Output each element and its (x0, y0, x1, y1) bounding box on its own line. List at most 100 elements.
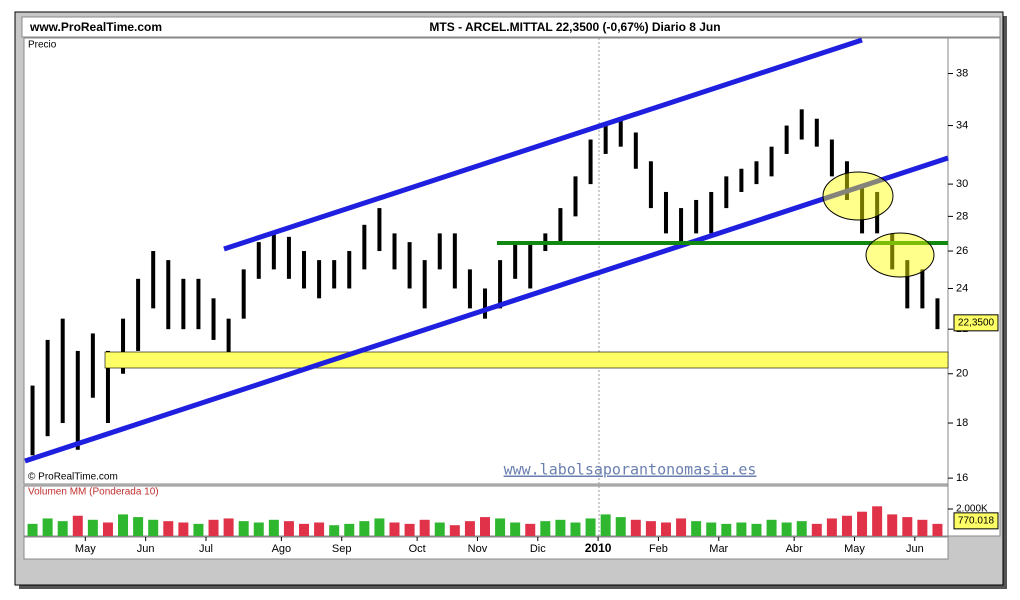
volume-bar (374, 518, 385, 536)
volume-bar (314, 522, 325, 536)
x-tick-label: Sep (332, 543, 352, 555)
volume-bar (419, 519, 430, 536)
y-tick-label: 24 (956, 282, 968, 294)
volume-label: Volumen MM (Ponderada 10) (28, 487, 159, 498)
volume-bar (781, 522, 792, 536)
price-bar (679, 208, 684, 243)
volume-bar (87, 519, 98, 536)
volume-bar (102, 522, 113, 536)
x-tick-label: Jul (199, 543, 213, 555)
price-bar (573, 176, 578, 217)
volume-bar (238, 521, 249, 536)
y-tick-label: 16 (956, 472, 968, 484)
x-tick-label: Abr (786, 543, 803, 555)
support-zone (104, 351, 949, 369)
volume-bar (887, 514, 898, 536)
volume-bar (540, 521, 551, 536)
price-bar (271, 233, 276, 270)
price-bar (724, 176, 729, 209)
price-bar (754, 161, 759, 185)
price-bar (814, 118, 819, 147)
volume-bar (841, 515, 852, 536)
price-bar (498, 260, 503, 309)
y-tick-label: 30 (956, 178, 968, 190)
volume-bar (253, 522, 264, 536)
price-bar (181, 278, 186, 330)
price-bar (769, 146, 774, 177)
y-tick-label: 28 (956, 210, 968, 222)
volume-bar (344, 523, 355, 536)
y-tick-label: 38 (956, 67, 968, 79)
volume-bar (917, 519, 928, 536)
y-tick-label: 34 (956, 119, 968, 131)
copyright: © ProRealTime.com (28, 472, 118, 483)
price-bar (332, 260, 337, 289)
volume-bar (42, 518, 53, 536)
volume-bar (600, 514, 611, 536)
price-bar (663, 191, 668, 234)
site-name: www.ProRealTime.com (29, 20, 162, 34)
x-tick-label: 2010 (585, 541, 612, 555)
price-bar (588, 139, 593, 185)
highlight (865, 232, 935, 278)
price-bar (422, 260, 427, 309)
volume-bar (449, 525, 460, 536)
volume-bar (525, 523, 536, 536)
volume-bar (133, 517, 144, 536)
price-bar (935, 298, 940, 330)
price-bar (452, 233, 457, 289)
price-bar (90, 333, 95, 398)
volume-bar (736, 522, 747, 536)
price-bar (317, 260, 322, 299)
volume-bar (857, 511, 868, 536)
price-bar (196, 278, 201, 330)
price-bar (799, 109, 804, 140)
price-bar (618, 118, 623, 147)
y-tick-label: 20 (956, 368, 968, 380)
volume-bar (193, 523, 204, 536)
price-bar (166, 260, 171, 330)
volume-bar (329, 525, 340, 536)
price-bar (151, 251, 156, 309)
volume-bar (510, 522, 521, 536)
highlight (822, 171, 894, 221)
volume-bar (359, 521, 370, 536)
x-tick-label: Feb (649, 543, 668, 555)
volume-bar (118, 514, 129, 536)
volume-bar (72, 515, 83, 536)
x-tick-label: Jun (137, 543, 155, 555)
volume-bar (796, 521, 807, 536)
price-bar (362, 224, 367, 270)
y-tick-label: 18 (956, 417, 968, 429)
price-bar (694, 199, 699, 234)
price-bar (392, 233, 397, 270)
price-bar (286, 236, 291, 279)
volume-bar (27, 523, 38, 536)
volume-bar (751, 523, 762, 536)
price-bar (75, 350, 80, 450)
price-bar (890, 233, 895, 270)
volume-bar (645, 521, 656, 536)
price-bar (241, 269, 246, 319)
x-tick-label: Mar (709, 543, 728, 555)
volume-bar (570, 522, 581, 536)
header-bar (21, 16, 1001, 38)
price-bar (256, 242, 261, 279)
volume-bar (691, 521, 702, 536)
price-bar (829, 139, 834, 177)
price-bar (437, 233, 442, 270)
volume-bar (902, 517, 913, 536)
marks: 161820222426283034382.000KMayJunJulAgoSe… (27, 67, 999, 555)
x-tick-label: May (844, 543, 865, 555)
y-tick-label: 26 (956, 245, 968, 257)
volume-bar (223, 518, 234, 536)
channel-lower (24, 155, 949, 464)
volume-bar (148, 519, 159, 536)
volume-bar (932, 523, 943, 536)
volume-tick-label: 2.000K (956, 504, 988, 515)
volume-bar (766, 519, 777, 536)
chart-title: MTS - ARCEL.MITTAL 22,3500 (-0,67%) Diar… (429, 20, 720, 34)
watermark: www.labolsaporantonomasia.es (504, 461, 757, 479)
volume-bar (826, 518, 837, 536)
